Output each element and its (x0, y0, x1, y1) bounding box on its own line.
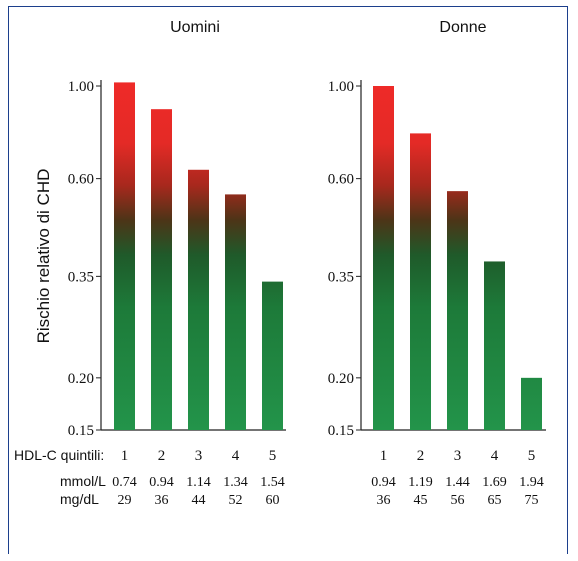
bar (373, 86, 394, 430)
mmol-value: 1.94 (519, 475, 544, 490)
bar (188, 169, 209, 430)
mmol-value: 1.54 (260, 475, 285, 490)
x-tick-label: 4 (491, 448, 499, 464)
y-axis-label: Rischio relativo di CHD (34, 169, 53, 344)
mmol-label: mmol/L (60, 473, 106, 489)
x-tick-label: 3 (195, 448, 203, 464)
bar (262, 281, 283, 430)
y-tick-label: 0.20 (68, 371, 94, 387)
mgdl-value: 75 (525, 493, 539, 508)
mgdl-value: 29 (118, 493, 132, 508)
figure-frame (8, 6, 568, 554)
mgdl-value: 45 (414, 493, 428, 508)
mmol-value: 1.19 (408, 475, 433, 490)
mmol-value: 1.44 (445, 475, 470, 490)
x-tick-label: 1 (380, 448, 388, 464)
mgdl-label: mg/dL (60, 491, 99, 507)
mgdl-value: 65 (488, 493, 502, 508)
mgdl-value: 36 (155, 493, 169, 508)
mgdl-value: 36 (377, 493, 391, 508)
panel-title: Donne (439, 19, 486, 36)
y-tick-label: 0.60 (68, 172, 94, 188)
x-tick-label: 2 (158, 448, 166, 464)
y-tick-label: 0.35 (328, 269, 354, 285)
y-tick-label: 0.15 (328, 423, 354, 439)
y-tick-label: 1.00 (68, 79, 94, 95)
x-tick-label: 5 (269, 448, 277, 464)
mmol-value: 1.69 (482, 475, 507, 490)
mmol-value: 0.94 (149, 475, 174, 490)
x-tick-label: 2 (417, 448, 425, 464)
y-tick-label: 0.15 (68, 423, 94, 439)
y-tick-label: 0.60 (328, 172, 354, 188)
x-tick-label: 5 (528, 448, 536, 464)
panel-title: Uomini (170, 19, 220, 36)
mgdl-value: 52 (229, 493, 243, 508)
mgdl-value: 56 (451, 493, 465, 508)
bar (447, 191, 468, 430)
bar (484, 261, 505, 430)
y-tick-label: 0.35 (68, 269, 94, 285)
bar (225, 194, 246, 430)
bar (114, 82, 135, 430)
x-tick-label: 4 (232, 448, 240, 464)
hdl-quintili-label: HDL-C quintili: (14, 447, 104, 463)
bar (410, 133, 431, 430)
y-tick-label: 1.00 (328, 79, 354, 95)
y-tick-label: 0.20 (328, 371, 354, 387)
mmol-value: 1.34 (223, 475, 248, 490)
bar (521, 377, 542, 430)
mmol-value: 0.94 (371, 475, 396, 490)
x-tick-label: 1 (121, 448, 129, 464)
bar (151, 109, 172, 431)
x-tick-label: 3 (454, 448, 462, 464)
mmol-value: 0.74 (112, 475, 137, 490)
mgdl-value: 44 (192, 493, 206, 508)
mgdl-value: 60 (266, 493, 280, 508)
mmol-value: 1.14 (186, 475, 211, 490)
